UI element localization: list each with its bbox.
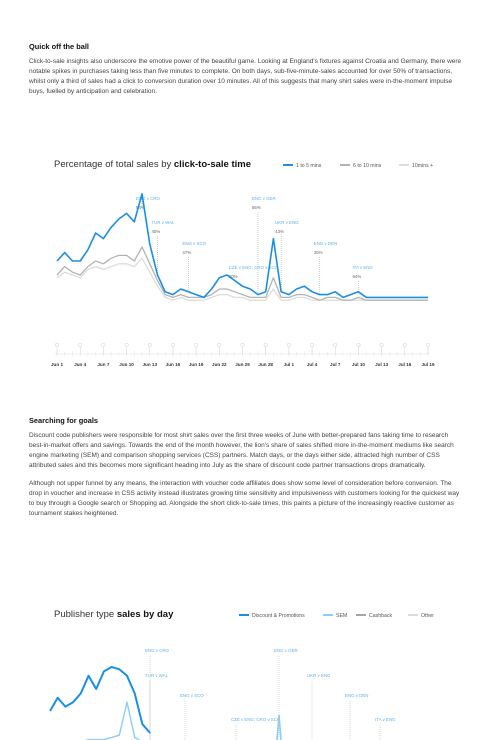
x-tick-marker [240, 342, 245, 348]
series-line-6-to-10-mins [56, 246, 428, 301]
section-paragraph: Click-to-sale insights also underscore t… [29, 58, 462, 95]
annotation-label-eng-v-sco: ENG v SCO [182, 241, 206, 246]
series-line-discount-promotions [49, 666, 151, 734]
x-tick-label-jun-4: Jun 4 [74, 362, 86, 367]
x-tick-marker [286, 342, 291, 348]
chart-title-prefix: Publisher type [54, 609, 117, 620]
publisher-type-chart: Publisher type sales by day Discount & P… [49, 609, 434, 740]
x-tick-marker [356, 342, 361, 348]
x-tick-label-jul-19: Jul 19 [421, 362, 434, 367]
chart-title: Percentage of total sales by click-to-sa… [54, 159, 251, 170]
x-tick-marker [379, 342, 384, 348]
series-line-sem-spike [276, 714, 282, 740]
annotation-label-ukr-v-eng: UKR v ENG [275, 220, 299, 225]
annotation-label-ita-v-eng: ITA v ENG [352, 265, 373, 270]
x-tick-marker [170, 342, 175, 348]
x-tick-marker [101, 342, 106, 348]
annotation-label-eng-v-ger: ENG v GER [274, 648, 298, 653]
chart-legend: Discount & Promotions SEM Cashback Other [239, 613, 434, 619]
annotation-label-eng-v-cro: ENG v CRO [136, 196, 160, 201]
x-tick-label-jun-19: Jun 19 [189, 362, 204, 367]
x-tick-marker [54, 342, 60, 348]
annotation-value-eng-v-sco: 47% [182, 250, 191, 255]
x-tick-marker [402, 342, 407, 348]
section-paragraph-1: Discount code publishers were responsibl… [29, 432, 454, 469]
annotation-value-eng-v-cro: 54% [136, 205, 145, 210]
x-tick-label-jul-1: Jul 1 [284, 362, 295, 367]
x-tick-label-jun-25: Jun 25 [235, 362, 250, 367]
series-line-sem [84, 701, 141, 740]
annotation-value-cze-v-eng-cro-v-sco: 50% [229, 274, 238, 279]
section-searching-for-goals: Searching for goals Discount code publis… [29, 416, 464, 527]
x-tick-marker [425, 342, 431, 348]
annotation-value-eng-v-ger: 56% [252, 205, 261, 210]
annotation-label-eng-v-cro: ENG v CRO [145, 648, 169, 653]
annotation-label-eng-v-den: ENG v DEN [314, 241, 337, 246]
x-tick-label-jun-22: Jun 22 [212, 362, 227, 367]
x-tick-marker [310, 342, 315, 348]
chart-title-bold: sales by day [117, 609, 174, 620]
section-heading: Searching for goals [29, 416, 98, 425]
x-axis: Jun 1 Jun 4 Jun 7 Jun 10 Jun 13 Jun 16 Jun 19 J… [51, 342, 435, 367]
x-tick-label-jul-10: Jul 10 [352, 362, 365, 367]
x-tick-marker [124, 342, 129, 348]
x-tick-label-jul-13: Jul 13 [375, 362, 388, 367]
annotation-label-eng-v-ger: ENG v GER [252, 196, 276, 201]
x-tick-marker [194, 342, 199, 348]
annotation-value-ukr-v-eng: 43% [275, 229, 284, 234]
legend-label-other: Other [421, 613, 434, 619]
chart-title: Publisher type sales by day [54, 609, 174, 620]
chart-legend: 1 to 5 mins 6 to 10 mins 10mins + [283, 163, 433, 169]
click-to-sale-chart: Percentage of total sales by click-to-sa… [51, 159, 435, 367]
x-tick-marker [263, 342, 268, 348]
legend-label-10-plus: 10mins + [412, 163, 433, 169]
section-heading: Quick off the ball [29, 42, 89, 51]
annotation-label-tur-v-wal: TUR v WAL [151, 220, 175, 225]
x-tick-label-jul-16: Jul 16 [398, 362, 411, 367]
annotation-label-tur-v-wal: TUR v WAL [145, 673, 169, 678]
x-tick-label-jun-16: Jun 16 [166, 362, 181, 367]
chart-title-prefix: Percentage of total sales by [54, 159, 174, 170]
x-tick-label-jul-7: Jul 7 [330, 362, 341, 367]
annotation-value-ita-v-eng: 64% [352, 274, 361, 279]
match-annotations: ENG v CRO TUR v WAL ENG v SCO CZE v ENG; CR… [145, 648, 396, 740]
annotation-value-tur-v-wal: 40% [151, 229, 160, 234]
legend-label-cashback: Cashback [369, 613, 392, 619]
x-tick-marker [78, 342, 83, 348]
legend-label-sem: SEM [336, 613, 347, 619]
x-tick-label-jun-13: Jun 13 [142, 362, 157, 367]
annotation-label-eng-v-sco: ENG v SCO [180, 693, 204, 698]
legend-label-1-to-5: 1 to 5 mins [296, 163, 322, 169]
annotation-label-cze-v-eng-cro-v-sco: CZE v ENG; CRO v SCO [229, 265, 279, 270]
chart-title-bold: click-to-sale time [174, 159, 251, 170]
x-tick-label-jul-4: Jul 4 [307, 362, 318, 367]
match-annotations: ENG v CRO 54% TUR v WAL 40% ENG v SCO 47% CZE … [136, 193, 373, 295]
annotation-value-eng-v-den: 35% [314, 250, 323, 255]
x-tick-marker [147, 342, 152, 348]
legend-label-6-to-10: 6 to 10 mins [353, 163, 382, 169]
section-paragraph-2: Although not upper funnel by any means, … [29, 480, 460, 517]
section-quick-off-the-ball: Quick off the ball Click-to-sale insight… [29, 42, 464, 105]
annotation-label-ita-v-eng: ITA v ENG [375, 717, 396, 722]
x-tick-label-jun-10: Jun 10 [119, 362, 134, 367]
annotation-label-eng-v-den: ENG v DEN [345, 693, 368, 698]
series-lines [56, 192, 428, 301]
annotation-label-ukr-v-eng: UKR v ENG [307, 673, 331, 678]
annotation-label-cze-v-eng-cro-v-sco: CZE v ENG; CRO v SCO [231, 717, 281, 722]
x-tick-marker [333, 342, 338, 348]
x-tick-label-jun-28: Jun 28 [258, 362, 273, 367]
series-line-1-to-5-mins [56, 192, 428, 299]
legend-label-discount: Discount & Promotions [252, 613, 305, 619]
x-tick-marker [217, 342, 222, 348]
x-tick-label-jun-1: Jun 1 [51, 362, 63, 367]
x-tick-label-jun-7: Jun 7 [97, 362, 109, 367]
